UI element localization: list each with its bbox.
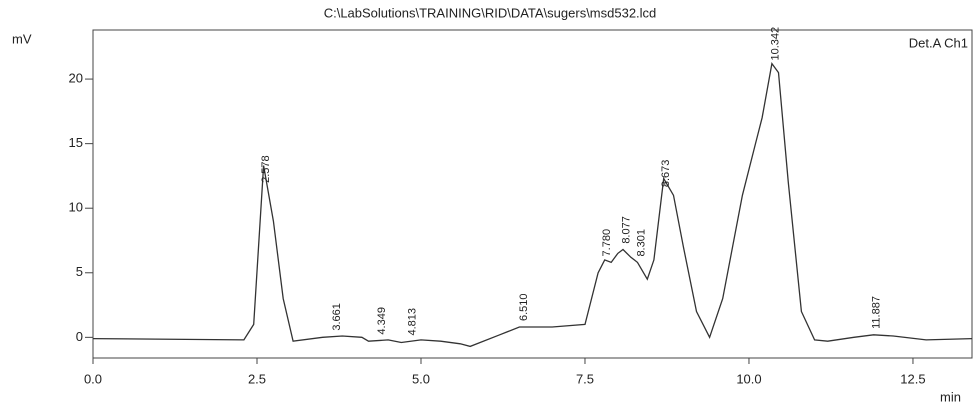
detector-label: Det.A Ch1 bbox=[909, 35, 968, 50]
x-tick-label: 10.0 bbox=[736, 371, 761, 386]
x-tick-label: 5.0 bbox=[412, 371, 430, 386]
peak-label: 8.673 bbox=[660, 160, 672, 188]
peak-label: 6.510 bbox=[518, 293, 530, 321]
peak-label: 4.813 bbox=[407, 308, 419, 336]
x-tick-label: 7.5 bbox=[576, 371, 594, 386]
y-axis-label: mV bbox=[12, 31, 32, 46]
chart-title: C:\LabSolutions\TRAINING\RID\DATA\sugers… bbox=[324, 5, 657, 20]
peak-label: 10.342 bbox=[769, 27, 781, 61]
peak-label: 8.301 bbox=[635, 229, 647, 257]
x-tick-label: 0.0 bbox=[84, 371, 102, 386]
plot-frame bbox=[92, 29, 973, 359]
peak-label: 7.780 bbox=[601, 229, 613, 257]
peak-label: 3.661 bbox=[331, 303, 343, 331]
y-tick-label: 20 bbox=[69, 71, 83, 86]
peak-label: 2.578 bbox=[260, 155, 272, 183]
peak-label: 4.349 bbox=[376, 307, 388, 335]
y-tick-label: 0 bbox=[76, 329, 83, 344]
y-tick-label: 5 bbox=[76, 264, 83, 279]
chromatogram-line bbox=[92, 61, 973, 348]
peak-label: 11.887 bbox=[871, 296, 883, 329]
x-tick-label: 2.5 bbox=[248, 371, 266, 386]
y-tick-label: 10 bbox=[69, 200, 83, 215]
y-tick-label: 15 bbox=[69, 135, 83, 150]
x-tick-label: 12.5 bbox=[900, 371, 925, 386]
x-axis-label: min bbox=[940, 389, 961, 404]
peak-label: 8.077 bbox=[621, 216, 633, 244]
